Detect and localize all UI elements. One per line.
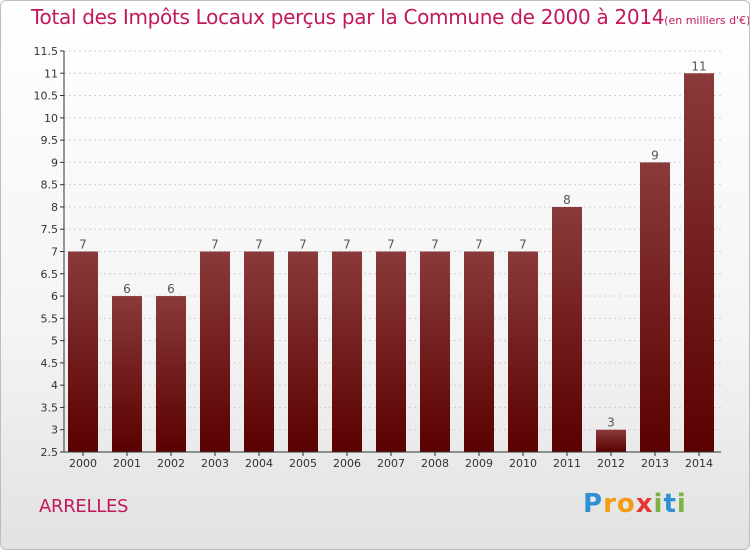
bar-2009 — [464, 251, 494, 452]
bar-2011 — [552, 206, 582, 452]
x-tick-label: 2003 — [201, 457, 229, 470]
y-tick-label: 9.5 — [41, 134, 59, 147]
logo-letter: x — [635, 489, 654, 519]
bar-2005 — [288, 251, 318, 452]
y-tick-label: 3.5 — [41, 401, 59, 414]
y-tick-label: 6.5 — [41, 268, 59, 281]
x-tick-label: 2014 — [685, 457, 713, 470]
bar-2012 — [596, 429, 626, 452]
data-label: 7 — [519, 238, 527, 252]
bar-2008 — [420, 251, 450, 452]
x-tick-label: 2004 — [245, 457, 273, 470]
data-label: 7 — [299, 238, 307, 252]
bar-2007 — [376, 251, 406, 452]
y-tick-label: 11.5 — [34, 45, 59, 58]
unit-label: (en milliers d'€) — [664, 14, 750, 27]
logo-letter: i — [676, 489, 687, 519]
x-tick-labels: 2000 2001 2002 2003 2004 2005 2006 2007 2008 2009… — [69, 457, 713, 470]
data-labels: 7 6 6 7 7 7 7 7 7 7 7 8 3 9 11 — [79, 59, 706, 429]
y-tick-label: 5.5 — [41, 312, 59, 325]
data-label: 7 — [211, 238, 219, 252]
x-tick-label: 2000 — [69, 457, 97, 470]
x-tick-label: 2012 — [597, 457, 625, 470]
y-tick-label: 9 — [51, 156, 58, 169]
data-label: 8 — [563, 193, 571, 207]
data-label: 6 — [167, 282, 175, 296]
y-tick-label: 5 — [51, 335, 58, 348]
bar-2004 — [244, 251, 274, 452]
bar-2006 — [332, 251, 362, 452]
y-tick-label: 10 — [44, 112, 58, 125]
data-label: 7 — [255, 238, 263, 252]
y-tick-label: 4.5 — [41, 357, 59, 370]
x-tick-label: 2010 — [509, 457, 537, 470]
x-tick-label: 2008 — [421, 457, 449, 470]
y-tick-label: 2.5 — [41, 446, 59, 459]
y-tick-label: 8.5 — [41, 179, 59, 192]
axes — [60, 50, 721, 456]
chart-title-block: Total des Impôts Locaux perçus par la Co… — [31, 5, 750, 29]
logo-letter: i — [653, 489, 664, 519]
logo-letter: o — [616, 489, 636, 519]
y-tick-label: 8 — [51, 201, 58, 214]
x-tick-label: 2006 — [333, 457, 361, 470]
bar-2010 — [508, 251, 538, 452]
logo-letter: P — [583, 489, 604, 519]
bar-2001 — [112, 296, 142, 452]
y-tick-label: 7.5 — [41, 223, 59, 236]
data-label: 7 — [79, 238, 87, 252]
x-tick-label: 2013 — [641, 457, 669, 470]
proxiti-logo: Proxiti — [583, 489, 687, 519]
bar-2003 — [200, 251, 230, 452]
data-label: 11 — [691, 59, 706, 73]
logo-letter: t — [663, 489, 677, 519]
bar-2000 — [68, 251, 98, 452]
x-tick-label: 2009 — [465, 457, 493, 470]
x-tick-label: 2007 — [377, 457, 405, 470]
y-tick-label: 10.5 — [34, 90, 59, 103]
data-label: 7 — [431, 238, 439, 252]
commune-name: ARRELLES — [39, 496, 129, 517]
y-tick-label: 7 — [51, 246, 58, 259]
data-label: 7 — [475, 238, 483, 252]
data-label: 7 — [343, 238, 351, 252]
x-tick-label: 2005 — [289, 457, 317, 470]
bar-2013 — [640, 162, 670, 452]
data-label: 9 — [651, 148, 659, 162]
data-label: 6 — [123, 282, 131, 296]
data-label: 3 — [607, 416, 615, 430]
y-tick-labels: 2.5 3 3.5 4 4.5 5 5.5 6 6.5 7 7.5 8 8.5 9 9.5 10 10.5 11 1… — [34, 45, 59, 459]
y-tick-label: 6 — [51, 290, 58, 303]
bars — [68, 73, 714, 453]
logo-letter: r — [603, 489, 617, 519]
x-tick-label: 2001 — [113, 457, 141, 470]
chart-title: Total des Impôts Locaux perçus par la Co… — [31, 5, 665, 29]
x-tick-label: 2011 — [553, 457, 581, 470]
y-tick-label: 4 — [51, 379, 58, 392]
bar-2002 — [156, 296, 186, 452]
y-tick-label: 11 — [44, 67, 58, 80]
x-tick-label: 2002 — [157, 457, 185, 470]
bar-2014 — [684, 73, 714, 453]
y-tick-label: 3 — [51, 424, 58, 437]
data-label: 7 — [387, 238, 395, 252]
